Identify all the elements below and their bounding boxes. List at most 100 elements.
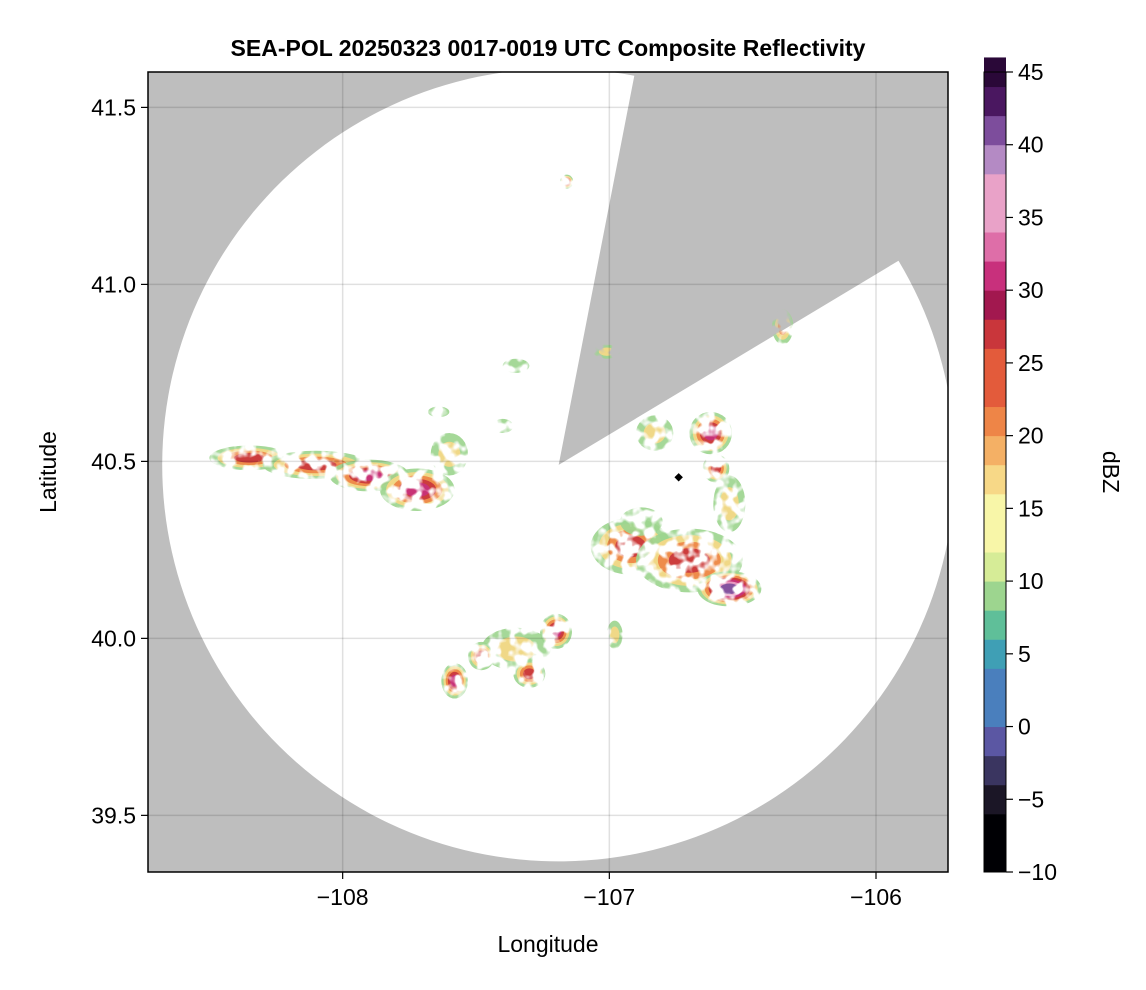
echo-level bbox=[476, 650, 487, 662]
plot-area bbox=[147, 71, 949, 873]
colorbar-swatch bbox=[984, 610, 1006, 640]
plot-frame bbox=[147, 71, 949, 873]
colorbar-swatch bbox=[984, 813, 1006, 844]
colorbar-ticks: −10 −5 0 5 10 15 20 25 30 35 40 45 bbox=[1006, 59, 1057, 885]
colorbar-swatch bbox=[984, 755, 1006, 786]
colorbar-swatch bbox=[984, 435, 1006, 466]
echo-level bbox=[550, 625, 562, 638]
colorbar-tick-label: 5 bbox=[1018, 641, 1031, 667]
colorbar-swatch bbox=[984, 668, 1006, 698]
colorbar-tick-label: 25 bbox=[1018, 350, 1044, 376]
colorbar-tick-label: 40 bbox=[1018, 132, 1044, 158]
echo-level bbox=[609, 626, 620, 644]
colorbar-frame bbox=[983, 71, 1007, 873]
colorbar-tick-label: 15 bbox=[1018, 495, 1044, 521]
colorbar-swatch bbox=[984, 784, 1006, 815]
y-tick-label: 40.5 bbox=[91, 448, 136, 474]
echo-cell bbox=[428, 406, 450, 418]
colorbar-tick-label: 0 bbox=[1018, 714, 1031, 740]
y-tick-label: 39.5 bbox=[91, 802, 136, 828]
echo-cell bbox=[606, 620, 623, 649]
colorbar-swatch bbox=[984, 639, 1006, 669]
colorbar-swatch bbox=[984, 377, 1006, 408]
echo-level bbox=[523, 668, 536, 680]
x-axis-label: Longitude bbox=[497, 931, 598, 957]
colorbar-tick-label: −10 bbox=[1018, 859, 1057, 885]
echo-level bbox=[355, 470, 384, 482]
y-tick-label: 41.0 bbox=[91, 271, 136, 297]
echo-level bbox=[322, 703, 326, 708]
echo-level bbox=[703, 425, 719, 441]
echo-cell bbox=[697, 571, 762, 607]
colorbar-swatch bbox=[984, 144, 1006, 175]
colorbar-swatch bbox=[984, 173, 1006, 204]
echo-level bbox=[502, 358, 530, 373]
y-axis-ticks: 39.5 40.0 40.5 41.0 41.5 bbox=[91, 94, 148, 828]
colorbar-swatch bbox=[984, 290, 1006, 320]
echo-level bbox=[295, 459, 337, 471]
reflectivity-echoes bbox=[209, 174, 794, 709]
colorbar-swatch bbox=[984, 348, 1006, 378]
y-tick-label: 41.5 bbox=[91, 94, 136, 120]
grid-lines bbox=[148, 72, 948, 872]
chart-title: SEA-POL 20250323 0017-0019 UTC Composite… bbox=[231, 35, 866, 61]
y-tick-label: 40.0 bbox=[91, 625, 136, 651]
x-tick-label: −107 bbox=[583, 884, 635, 910]
echo-level bbox=[233, 453, 265, 463]
colorbar-swatch bbox=[984, 406, 1006, 437]
colorbar-swatch bbox=[984, 552, 1006, 582]
echo-level bbox=[428, 406, 450, 418]
colorbar-swatch bbox=[984, 232, 1006, 262]
radar-site-marker bbox=[674, 473, 683, 482]
colorbar-swatch bbox=[984, 115, 1006, 146]
colorbar-swatch bbox=[984, 842, 1006, 873]
echo-cell bbox=[468, 641, 495, 671]
echo-cell bbox=[689, 411, 733, 455]
echo-cell bbox=[540, 613, 572, 649]
echo-cell bbox=[321, 702, 327, 709]
echo-cell bbox=[430, 433, 469, 476]
colorbar-swatch bbox=[984, 726, 1006, 757]
echo-level bbox=[643, 422, 666, 444]
echo-level bbox=[719, 487, 739, 521]
colorbar-tick-label: 45 bbox=[1018, 59, 1044, 85]
y-axis-label: Latitude bbox=[35, 431, 61, 513]
echo-cell bbox=[702, 454, 730, 483]
colorbar-tick-label: 35 bbox=[1018, 204, 1044, 230]
colorbar-swatch bbox=[984, 261, 1006, 291]
colorbar: −10 −5 0 5 10 15 20 25 30 35 40 45 dBZ bbox=[983, 57, 1124, 885]
echo-cell bbox=[620, 507, 663, 536]
colorbar-swatches bbox=[984, 57, 1006, 873]
echo-level bbox=[438, 441, 461, 467]
colorbar-swatch bbox=[984, 464, 1006, 495]
echo-cell bbox=[492, 418, 514, 434]
echo-level bbox=[710, 463, 722, 474]
colorbar-tick-label: 20 bbox=[1018, 423, 1044, 449]
echo-level bbox=[777, 318, 788, 335]
echo-cell bbox=[481, 627, 551, 671]
echo-level bbox=[668, 548, 710, 573]
echo-level bbox=[564, 179, 569, 185]
echo-cell bbox=[772, 309, 794, 345]
echo-cell bbox=[329, 459, 410, 492]
echo-level bbox=[450, 674, 460, 687]
echo-cell bbox=[502, 358, 530, 373]
echo-cell bbox=[593, 344, 621, 359]
colorbar-swatch bbox=[984, 493, 1006, 524]
echo-level bbox=[495, 636, 537, 662]
echo-cell bbox=[513, 659, 546, 688]
echo-cell bbox=[560, 174, 574, 189]
echo-cell bbox=[441, 663, 468, 699]
radar-coverage-disk bbox=[162, 72, 948, 862]
x-axis-ticks: −108 −107 −106 bbox=[317, 872, 902, 910]
echo-level bbox=[404, 482, 431, 498]
colorbar-swatch bbox=[984, 522, 1006, 553]
colorbar-swatch bbox=[984, 697, 1006, 728]
colorbar-swatch bbox=[984, 581, 1006, 611]
x-tick-label: −106 bbox=[850, 884, 902, 910]
echo-level bbox=[620, 507, 663, 536]
colorbar-tick-label: 10 bbox=[1018, 568, 1044, 594]
colorbar-swatch bbox=[984, 86, 1006, 117]
colorbar-swatch bbox=[984, 202, 1006, 233]
